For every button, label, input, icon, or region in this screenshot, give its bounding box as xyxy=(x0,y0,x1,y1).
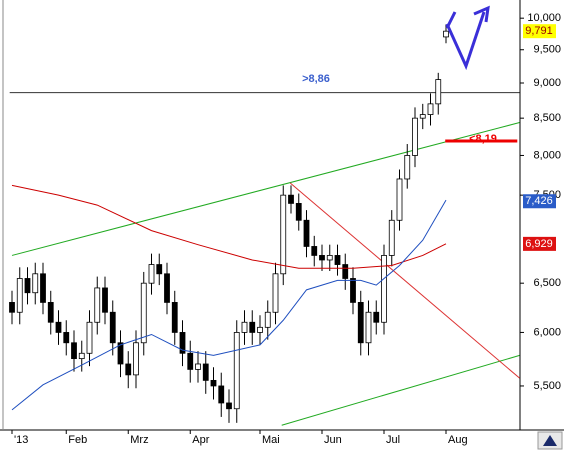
hand-arrow-head xyxy=(473,5,490,23)
hand-arrow xyxy=(445,11,486,71)
y-tick-label: 10,000 xyxy=(527,12,561,24)
annotation: >8,86 xyxy=(302,73,330,85)
plot-area xyxy=(9,24,520,426)
candle-body xyxy=(210,379,217,387)
x-tick-label: Aug xyxy=(448,434,468,446)
candle-body xyxy=(16,278,23,313)
candle-body xyxy=(295,203,302,221)
candle-body xyxy=(319,255,325,261)
candle-body xyxy=(241,321,248,333)
candle-body xyxy=(396,178,403,221)
y-tick-label: 9,000 xyxy=(533,77,561,89)
candle-body xyxy=(117,342,124,365)
candle-body xyxy=(32,273,39,294)
candle-body xyxy=(303,219,310,247)
hand-arrow xyxy=(445,11,457,29)
candle-body xyxy=(233,332,240,410)
candle-body xyxy=(443,30,449,38)
last-value-box xyxy=(523,236,556,251)
last-value-box xyxy=(523,194,556,209)
last-value-label: 7,426 xyxy=(525,195,553,207)
candle-body xyxy=(311,246,318,256)
candle-body xyxy=(156,264,163,275)
x-tick-label: Jun xyxy=(324,434,342,446)
candle-body xyxy=(109,311,116,344)
trend-line xyxy=(289,182,520,379)
candle-body xyxy=(164,273,170,303)
y-tick-label: 5,500 xyxy=(533,380,561,392)
candle-body xyxy=(171,302,178,333)
candle-body xyxy=(125,363,132,376)
candle-body xyxy=(264,311,271,328)
candle-body xyxy=(280,194,287,275)
y-tick-label: 6,000 xyxy=(533,326,561,338)
trend-line xyxy=(281,354,520,426)
candle-body xyxy=(47,302,54,323)
candle-body xyxy=(187,352,194,370)
annotation: <8,19 xyxy=(469,133,497,145)
candle-body xyxy=(435,79,442,105)
candle-body xyxy=(179,332,186,354)
candle-body xyxy=(249,321,256,333)
candle-body xyxy=(342,264,349,279)
x-tick-label: Jul xyxy=(386,434,400,446)
candle-body xyxy=(226,402,232,410)
candle-body xyxy=(94,287,101,323)
moving-average xyxy=(11,199,447,411)
candle-body xyxy=(102,287,108,313)
y-tick-label: 9,500 xyxy=(533,44,561,56)
candle-body xyxy=(381,255,387,323)
candle-body xyxy=(24,278,31,294)
x-tick-label: Apr xyxy=(192,434,209,446)
candle-body xyxy=(334,255,341,265)
candle-body xyxy=(55,321,62,333)
candle-body xyxy=(365,311,372,344)
x-tick-label: '13 xyxy=(14,434,28,446)
candle-body xyxy=(326,255,333,261)
x-tick-label: Mai xyxy=(262,434,280,446)
scroll-icon-glyph xyxy=(543,435,557,446)
candle-body xyxy=(412,117,418,156)
trend-line xyxy=(11,122,520,256)
candle-body xyxy=(133,342,139,376)
candle-body xyxy=(71,342,77,360)
candle-body xyxy=(140,282,147,344)
candle-body xyxy=(388,219,395,256)
x-tick-label: Mrz xyxy=(130,434,148,446)
candle-body xyxy=(419,114,426,119)
candle-body xyxy=(148,264,155,284)
y-tick-label: 8,500 xyxy=(533,112,561,124)
candle-body xyxy=(404,155,411,180)
candle-body xyxy=(78,352,85,360)
candle-body xyxy=(373,311,380,323)
last-value-label: 6,929 xyxy=(525,238,553,250)
candle-body xyxy=(40,273,46,303)
last-value-label: 9,791 xyxy=(525,25,553,37)
candle-body xyxy=(202,363,209,381)
y-tick-label: 6,500 xyxy=(533,277,561,289)
candle-body xyxy=(350,278,356,303)
x-tick-label: Feb xyxy=(68,434,87,446)
candle-body xyxy=(86,321,93,354)
candle-body xyxy=(63,332,70,344)
candle-body xyxy=(272,273,279,313)
candle-body xyxy=(195,363,201,370)
candle-body xyxy=(257,326,263,333)
candle-body xyxy=(427,103,434,115)
candle-body xyxy=(288,194,294,204)
candle-body xyxy=(218,385,225,404)
y-tick-label: 8,000 xyxy=(533,149,561,161)
last-value-box xyxy=(523,24,556,39)
candle-body xyxy=(9,302,15,313)
candle-body xyxy=(357,302,364,344)
